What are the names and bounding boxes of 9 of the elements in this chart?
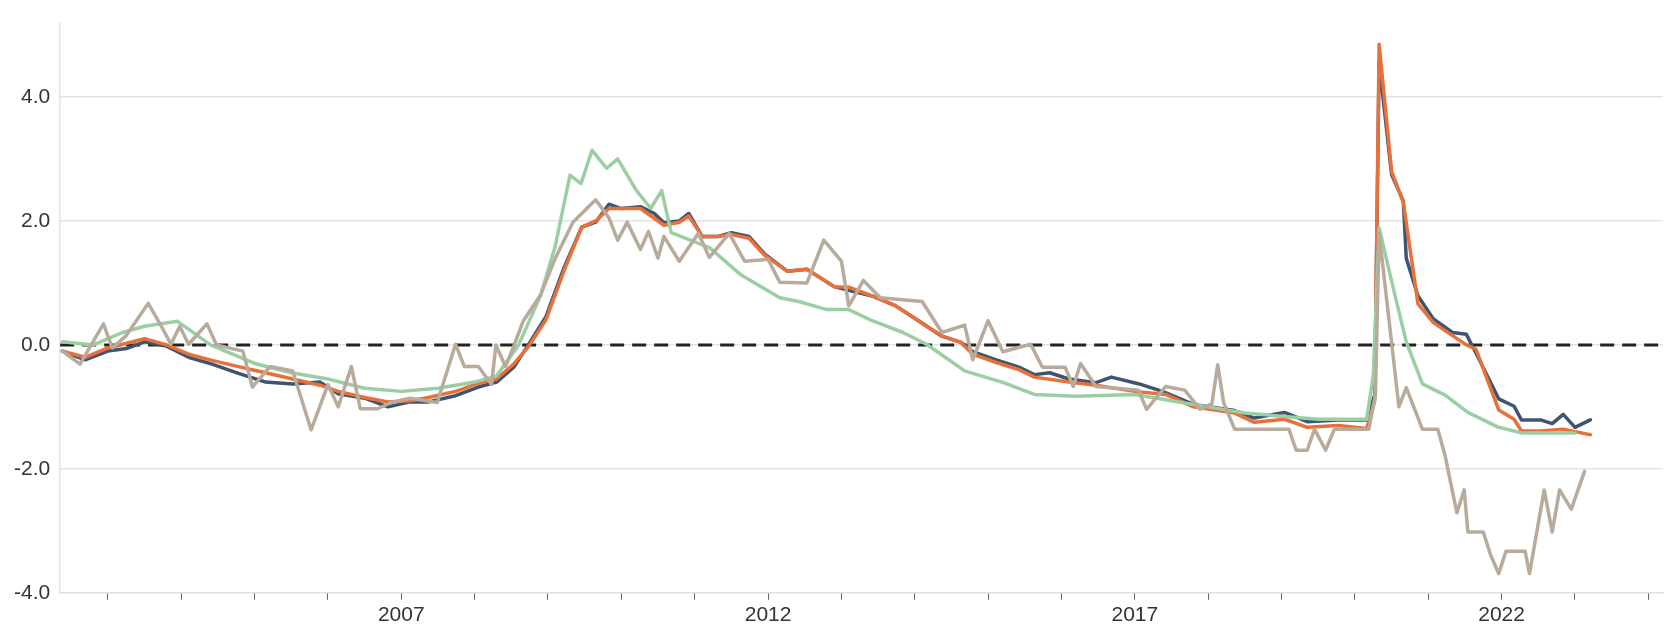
x-tick-label: 2012 xyxy=(744,602,792,626)
x-tick-label: 2022 xyxy=(1478,602,1525,626)
y-tick-label: 2.0 xyxy=(20,207,51,231)
y-tick-label: -4.0 xyxy=(14,579,51,603)
x-tick-label: 2007 xyxy=(377,602,425,626)
y-tick-label: -2.0 xyxy=(14,455,51,479)
y-tick-label: 0.0 xyxy=(20,331,51,355)
x-tick-label: 2017 xyxy=(1111,602,1159,626)
y-tick-label: 4.0 xyxy=(20,83,51,107)
